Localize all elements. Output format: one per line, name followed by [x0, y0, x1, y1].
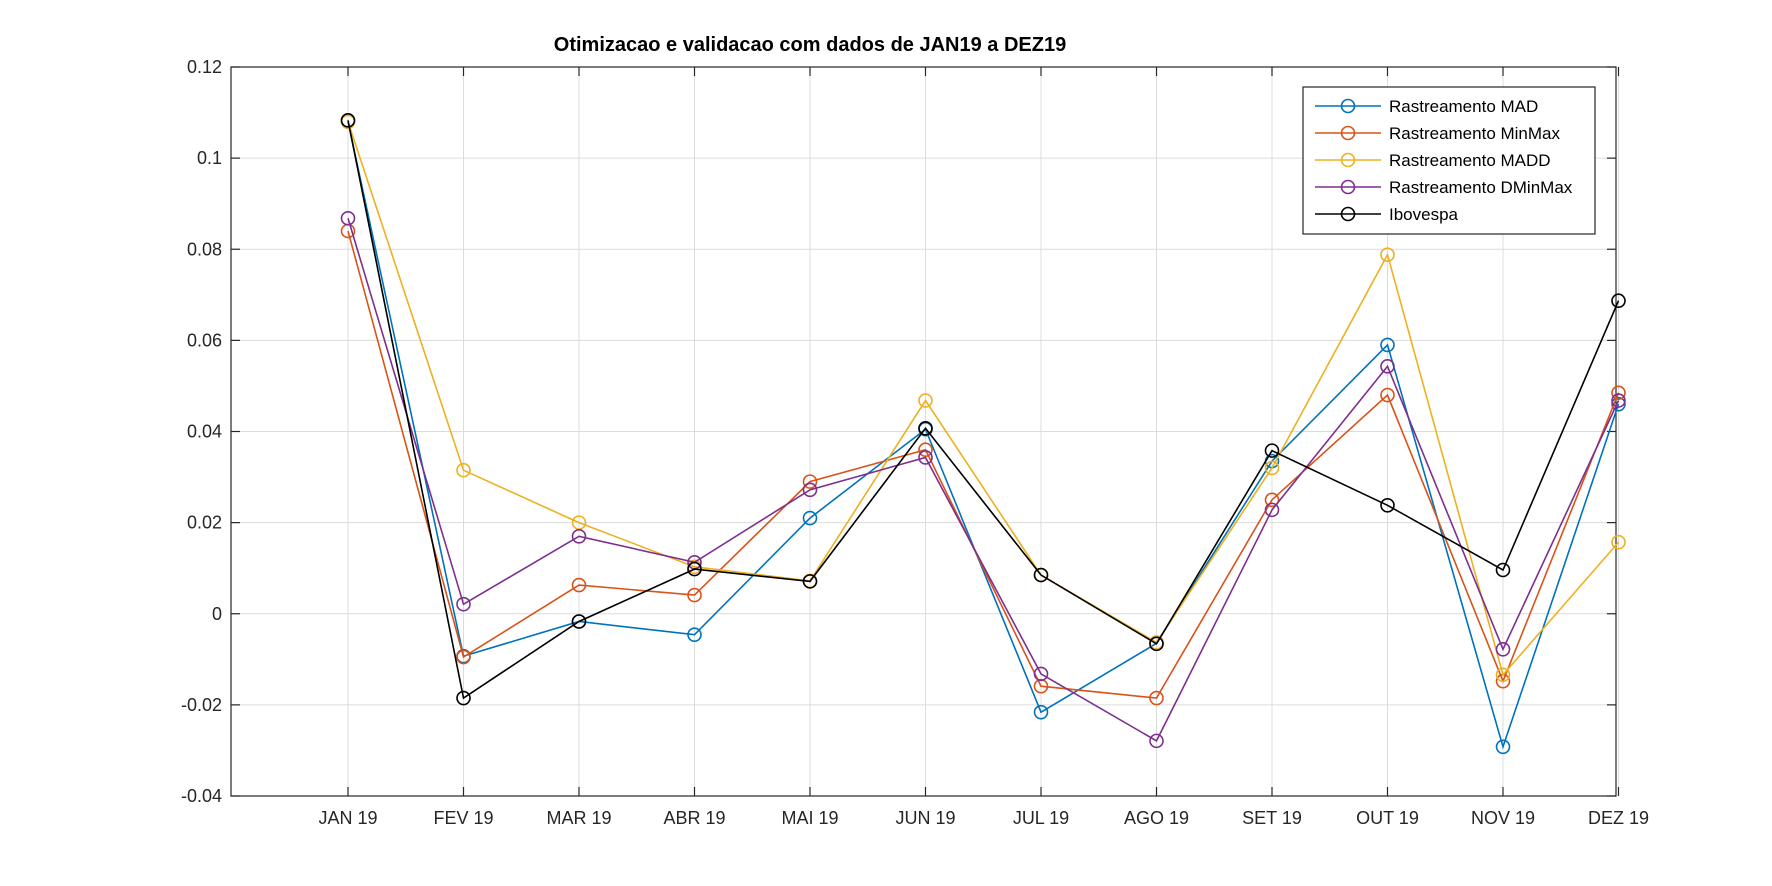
x-tick-label: ABR 19	[663, 808, 725, 828]
data-point	[802, 474, 818, 489]
data-point	[1380, 387, 1395, 403]
y-tick-label: -0.02	[181, 695, 222, 715]
legend-label: Rastreamento MAD	[1389, 97, 1538, 116]
legend-marker	[1340, 152, 1356, 168]
x-tick-label: MAI 19	[781, 808, 838, 828]
x-tick-label: OUT 19	[1356, 808, 1419, 828]
chart-title: Otimizacao e validacao com dados de JAN1…	[554, 34, 1066, 56]
data-point	[1264, 502, 1280, 518]
legend-label: Rastreamento MADD	[1389, 151, 1551, 170]
legend-label: Ibovespa	[1389, 205, 1459, 224]
series-line	[347, 218, 1620, 742]
data-point	[1264, 460, 1280, 476]
data-point	[1380, 359, 1395, 374]
x-tick-label: FEV 19	[433, 808, 493, 828]
data-point	[1611, 393, 1626, 408]
data-point	[1033, 567, 1049, 583]
x-tick-label: JUL 19	[1013, 808, 1069, 828]
series-lines	[340, 113, 1626, 755]
legend: Rastreamento MAD Rastreamento MinMax Rastr…	[1302, 86, 1596, 235]
x-tick-label: DEZ 19	[1588, 808, 1649, 828]
data-point	[1495, 667, 1511, 683]
legend-marker	[1340, 125, 1356, 141]
legend-marker	[1340, 98, 1356, 114]
x-tick-label: NOV 19	[1471, 808, 1535, 828]
data-point	[1264, 492, 1280, 508]
data-point	[1611, 385, 1626, 401]
data-point	[1611, 293, 1626, 309]
data-point	[1033, 704, 1049, 720]
data-point	[1495, 641, 1511, 657]
x-tick-label: MAR 19	[546, 808, 611, 828]
data-point	[456, 596, 471, 612]
data-point	[340, 210, 356, 226]
series-line	[347, 121, 1620, 677]
data-point	[1264, 443, 1280, 458]
data-point	[571, 528, 587, 544]
data-point	[802, 574, 818, 589]
data-point	[456, 690, 471, 706]
data-point	[687, 587, 702, 603]
data-point	[1149, 733, 1164, 749]
series-line	[347, 120, 1620, 700]
y-tick-label: 0.06	[187, 330, 222, 350]
data-point	[1149, 690, 1164, 706]
data-point	[1495, 562, 1511, 578]
data-point	[802, 510, 818, 526]
data-point	[1380, 498, 1395, 513]
data-point	[456, 649, 471, 665]
data-point	[571, 614, 587, 629]
y-tick-label: 0.1	[197, 148, 222, 168]
x-tick-label: SET 19	[1242, 808, 1302, 828]
x-tick-label: JAN 19	[318, 808, 377, 828]
axis-ticks: JAN 19 FEV 19 MAR 19 ABR 19 MAI 19 JUN 19 JUL …	[181, 57, 1649, 828]
data-point	[1611, 534, 1626, 550]
data-point	[1033, 666, 1049, 682]
data-point	[918, 442, 933, 458]
y-tick-label: 0.12	[187, 57, 222, 77]
legend-marker	[1340, 206, 1356, 222]
x-tick-label: AGO 19	[1124, 808, 1189, 828]
data-point	[571, 577, 587, 593]
legend-label: Rastreamento MinMax	[1389, 124, 1561, 143]
y-tick-label: -0.04	[181, 786, 222, 806]
data-point	[340, 113, 356, 128]
data-point	[918, 393, 933, 408]
data-point	[1380, 337, 1395, 353]
y-tick-label: 0.02	[187, 513, 222, 533]
y-tick-label: 0.04	[187, 422, 222, 442]
data-point	[1611, 396, 1626, 412]
data-point	[1149, 636, 1164, 652]
data-point	[456, 462, 471, 478]
y-tick-label: 0	[212, 604, 222, 624]
legend-marker	[1340, 179, 1356, 195]
data-point	[687, 627, 702, 643]
series-line	[347, 230, 1620, 699]
data-point	[802, 482, 818, 498]
data-point	[687, 561, 702, 577]
data-point	[918, 450, 933, 465]
data-point	[1380, 247, 1395, 263]
y-tick-label: 0.08	[187, 239, 222, 259]
x-tick-label: JUN 19	[895, 808, 955, 828]
data-point	[1495, 739, 1511, 755]
data-point	[918, 421, 933, 436]
legend-label: Rastreamento DMinMax	[1389, 178, 1573, 197]
